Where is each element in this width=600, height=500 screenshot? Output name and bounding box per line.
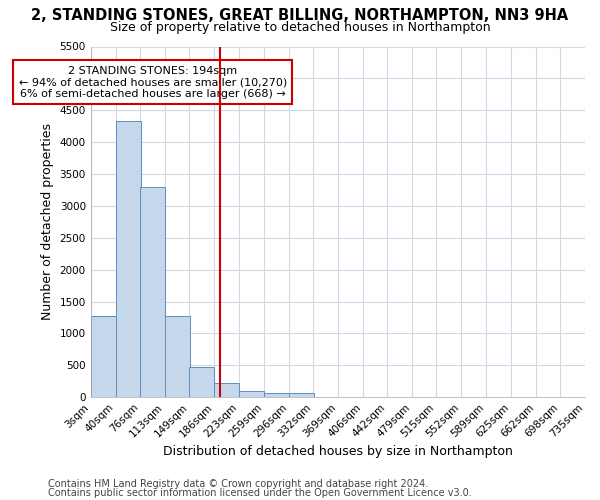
Bar	[239, 391, 264, 397]
Bar	[263, 393, 289, 397]
Y-axis label: Number of detached properties: Number of detached properties	[41, 124, 54, 320]
Bar	[189, 366, 214, 397]
Bar	[116, 121, 140, 397]
Bar	[91, 316, 116, 397]
Text: 2, STANDING STONES, GREAT BILLING, NORTHAMPTON, NN3 9HA: 2, STANDING STONES, GREAT BILLING, NORTH…	[31, 8, 569, 22]
Bar	[214, 382, 239, 397]
Bar	[140, 187, 165, 397]
Text: Contains public sector information licensed under the Open Government Licence v3: Contains public sector information licen…	[48, 488, 472, 498]
Text: Size of property relative to detached houses in Northampton: Size of property relative to detached ho…	[110, 21, 490, 34]
Text: 2 STANDING STONES: 194sqm
← 94% of detached houses are smaller (10,270)
6% of se: 2 STANDING STONES: 194sqm ← 94% of detac…	[19, 66, 287, 99]
Bar	[289, 394, 314, 397]
X-axis label: Distribution of detached houses by size in Northampton: Distribution of detached houses by size …	[163, 444, 513, 458]
Bar	[165, 316, 190, 397]
Text: Contains HM Land Registry data © Crown copyright and database right 2024.: Contains HM Land Registry data © Crown c…	[48, 479, 428, 489]
